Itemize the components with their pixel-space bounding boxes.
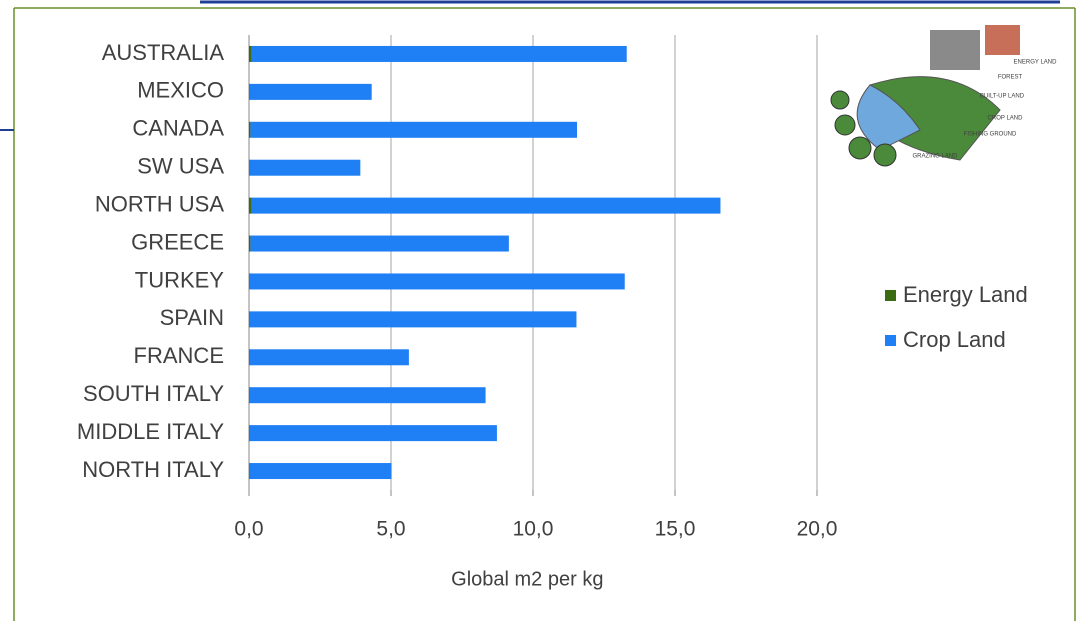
plot — [830, 90, 850, 110]
bar — [249, 349, 409, 366]
x-tick-label: 15,0 — [655, 518, 696, 541]
y-tick-label: CANADA — [132, 116, 224, 141]
y-tick-label: TURKEY — [135, 267, 225, 292]
bar — [250, 121, 578, 138]
x-tick-label: 20,0 — [797, 518, 838, 541]
illustration-label: ENERGY LAND — [1014, 60, 1058, 66]
illustration-label: BUILT-UP LAND — [980, 94, 1025, 100]
bar — [249, 425, 497, 442]
y-tick-label: FRANCE — [134, 343, 224, 368]
bar — [249, 311, 577, 328]
illustration-label: FOREST — [998, 75, 1023, 81]
y-tick-label: NORTH ITALY — [82, 457, 224, 482]
y-tick-label: GREECE — [131, 229, 224, 254]
x-tick-label: 10,0 — [513, 518, 554, 541]
bar — [251, 197, 721, 214]
y-tick-label: NORTH USA — [95, 191, 224, 216]
legend-swatch — [885, 290, 896, 301]
y-tick-label: MEXICO — [137, 78, 224, 103]
y-tick-label: SOUTH ITALY — [83, 381, 224, 406]
factory — [930, 30, 980, 70]
bar — [249, 197, 252, 214]
plot — [873, 143, 897, 167]
y-tick-label: SW USA — [137, 154, 224, 179]
bar — [250, 235, 509, 252]
bar — [249, 387, 486, 404]
bar — [249, 159, 250, 176]
bar — [249, 311, 250, 328]
bar — [249, 273, 250, 290]
plot — [848, 136, 872, 160]
x-tick-label: 0,0 — [234, 518, 263, 541]
legend-swatch — [885, 335, 896, 346]
bar — [249, 273, 625, 290]
bar — [249, 425, 250, 442]
bar — [249, 349, 250, 366]
energy-block — [985, 25, 1020, 55]
plot — [834, 114, 856, 136]
y-tick-label: AUSTRALIA — [102, 40, 225, 65]
x-tick-label: 5,0 — [376, 518, 405, 541]
legend-label: Energy Land — [903, 282, 1028, 307]
illustration-label: GRAZING LAND — [912, 154, 958, 160]
illustration-label: FISHING GROUND — [964, 132, 1017, 138]
bar — [249, 387, 250, 404]
bar — [249, 235, 251, 252]
legend-label: Crop Land — [903, 327, 1006, 352]
bar — [249, 83, 250, 100]
bar — [249, 45, 252, 62]
y-tick-label: MIDDLE ITALY — [77, 419, 224, 444]
y-tick-label: SPAIN — [160, 305, 224, 330]
bar — [249, 463, 392, 480]
bar — [249, 83, 372, 100]
bar — [249, 121, 251, 138]
illustration — [830, 25, 1020, 167]
bar — [249, 159, 361, 176]
illustration-label: CROP LAND — [988, 116, 1024, 122]
bar — [251, 45, 627, 62]
bar — [249, 463, 250, 480]
x-axis-title: Global m2 per kg — [451, 568, 603, 590]
